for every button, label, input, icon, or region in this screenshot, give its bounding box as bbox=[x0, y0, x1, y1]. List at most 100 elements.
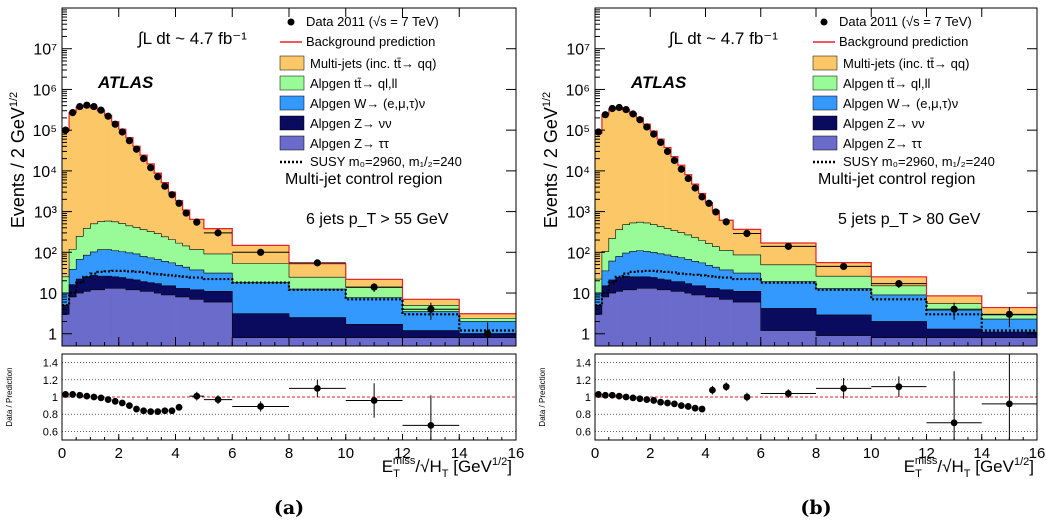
ratio-y-tick-label: 0.6 bbox=[576, 426, 591, 438]
legend-w-label: Alpgen W→ (e,μ,τ)ν bbox=[310, 96, 425, 111]
bar-ztt bbox=[698, 294, 706, 346]
ratio-point bbox=[664, 399, 671, 407]
x-tick-label: 14 bbox=[973, 445, 990, 462]
data-point bbox=[182, 209, 190, 217]
data-point bbox=[484, 330, 492, 338]
axis-ticks: 0 2 4 6 8 10 12 14 16 1 10 10² 10³ 10⁴ 10⁵ 10⁶ 10⁷ bbox=[32, 8, 524, 462]
y-tick-label: 10⁷ bbox=[566, 42, 590, 59]
selection-label: 6 jets p_T > 55 GeV bbox=[306, 211, 449, 228]
ratio-point bbox=[698, 405, 706, 413]
y-tick-label: 10 bbox=[39, 286, 57, 303]
data-point bbox=[168, 191, 176, 199]
bar-ztt bbox=[189, 299, 205, 346]
region-label: Multi-jet control region bbox=[285, 171, 442, 188]
y-tick-label: 1 bbox=[48, 327, 57, 344]
legend-znn-label: Alpgen Z→ νν bbox=[310, 116, 392, 131]
bar-multijet bbox=[601, 114, 610, 346]
legend-ztt-label: Alpgen Z→ ττ bbox=[310, 136, 390, 151]
legend-susy-label: SUSY m₀=2960, m₁/₂=240 bbox=[843, 154, 995, 169]
panel-a: 0 2 4 6 8 10 12 14 16 1 10 10² 10³ 10⁴ 10⁵ 10⁶ 10⁷ Event… bbox=[5, 7, 524, 519]
data-point bbox=[161, 182, 169, 190]
ratio-point bbox=[125, 402, 133, 409]
ratio-point bbox=[622, 393, 630, 401]
ratio-point bbox=[83, 392, 91, 400]
data-point bbox=[722, 218, 730, 226]
ratio-point bbox=[427, 421, 435, 429]
x-axis-label: ETmiss/√HT [GeV1/2] bbox=[904, 455, 1034, 480]
bar-ztt bbox=[816, 335, 872, 346]
ratio-y-tick-label: 1.4 bbox=[576, 358, 591, 370]
data-point bbox=[313, 259, 321, 267]
ratio-point bbox=[709, 386, 716, 394]
ratio-y-tick-label: 0.6 bbox=[43, 426, 58, 438]
bar-ztt bbox=[629, 289, 637, 346]
ratio-point bbox=[111, 397, 119, 405]
susy-signal-line bbox=[62, 269, 516, 332]
x-tick-label: 0 bbox=[591, 445, 599, 462]
x-tick-label: 0 bbox=[58, 445, 66, 462]
y-tick-label: 10⁶ bbox=[33, 82, 57, 99]
data-point bbox=[743, 229, 751, 238]
ratio-point bbox=[629, 394, 637, 402]
bar-ztt bbox=[657, 289, 665, 346]
outline-ztt bbox=[62, 288, 516, 338]
ratio-point bbox=[257, 403, 265, 410]
data-point bbox=[132, 145, 141, 153]
y-tick-label: 10⁷ bbox=[33, 42, 57, 59]
legend-data-marker bbox=[287, 18, 295, 26]
y-tick-label: 10⁴ bbox=[32, 164, 57, 181]
bar-ztt bbox=[733, 302, 762, 346]
x-tick-label: 14 bbox=[451, 445, 468, 462]
y-tick-label: 10³ bbox=[567, 205, 591, 222]
y-axis-label: Events / 2 GeV1/2 bbox=[541, 92, 561, 228]
bar-ztt bbox=[182, 296, 190, 346]
x-tick-label: 8 bbox=[812, 445, 820, 462]
legend: Data 2011 (√s = 7 TeV) Background predic… bbox=[279, 14, 462, 169]
ratio-point bbox=[193, 392, 201, 400]
bar-ztt bbox=[125, 289, 134, 346]
data-point bbox=[705, 199, 713, 207]
x-tick-label: 6 bbox=[757, 445, 765, 462]
ratio-point bbox=[90, 393, 98, 401]
ratio-point bbox=[161, 407, 169, 415]
bar-ztt bbox=[175, 296, 183, 346]
ratio-y-tick-label: 1.2 bbox=[576, 375, 591, 387]
y-tick-label: 10² bbox=[567, 245, 591, 262]
y-tick-label: 10⁴ bbox=[565, 164, 590, 181]
legend-data-label: Data 2011 (√s = 7 TeV) bbox=[839, 14, 972, 29]
ratio-point bbox=[895, 383, 903, 391]
x-tick-label: 12 bbox=[918, 445, 935, 462]
ratio-frame bbox=[61, 353, 517, 441]
ratio-point bbox=[154, 408, 162, 416]
legend-multijet-swatch bbox=[279, 55, 305, 71]
ratio-point bbox=[147, 408, 155, 416]
ratio-y-tick-label: 0.8 bbox=[576, 409, 591, 421]
data-point bbox=[214, 229, 222, 237]
bar-ztt bbox=[69, 296, 77, 346]
y-tick-label: 10⁶ bbox=[566, 82, 590, 99]
ratio-point bbox=[684, 403, 692, 410]
legend-multijet-label: Multi-jets (inc. tt̄→ qq) bbox=[843, 56, 969, 71]
outline-ttbar bbox=[62, 220, 516, 319]
ratio-point bbox=[1005, 400, 1013, 408]
legend-multijet-swatch bbox=[812, 55, 838, 71]
axis-ticks: 0 2 4 6 8 10 12 14 16 1 10 10² 10³ 10⁴ 10⁵ 10⁶ 10⁷ bbox=[565, 8, 1045, 462]
data-point bbox=[840, 262, 848, 271]
data-point bbox=[608, 104, 616, 113]
atlas-label: ATLAS bbox=[630, 73, 687, 92]
bar-ztt bbox=[132, 289, 141, 346]
data-point bbox=[257, 248, 265, 256]
caption-a: (a) bbox=[274, 497, 304, 519]
ratio-point bbox=[608, 391, 616, 399]
ratio-point bbox=[104, 396, 112, 403]
ratio-y-tick-label: 1 bbox=[52, 392, 58, 404]
bar-multijet bbox=[608, 109, 617, 346]
ratio-point bbox=[784, 390, 792, 397]
data-point bbox=[615, 103, 623, 112]
ratio-panel: 0.6 0.8 1 1.2 1.4 bbox=[43, 358, 516, 440]
data-point bbox=[427, 305, 435, 313]
bar-ztt bbox=[104, 288, 112, 346]
data-point bbox=[657, 138, 665, 147]
legend-ttbar-label: Alpgen tt̄→ ql,ll bbox=[843, 76, 931, 91]
